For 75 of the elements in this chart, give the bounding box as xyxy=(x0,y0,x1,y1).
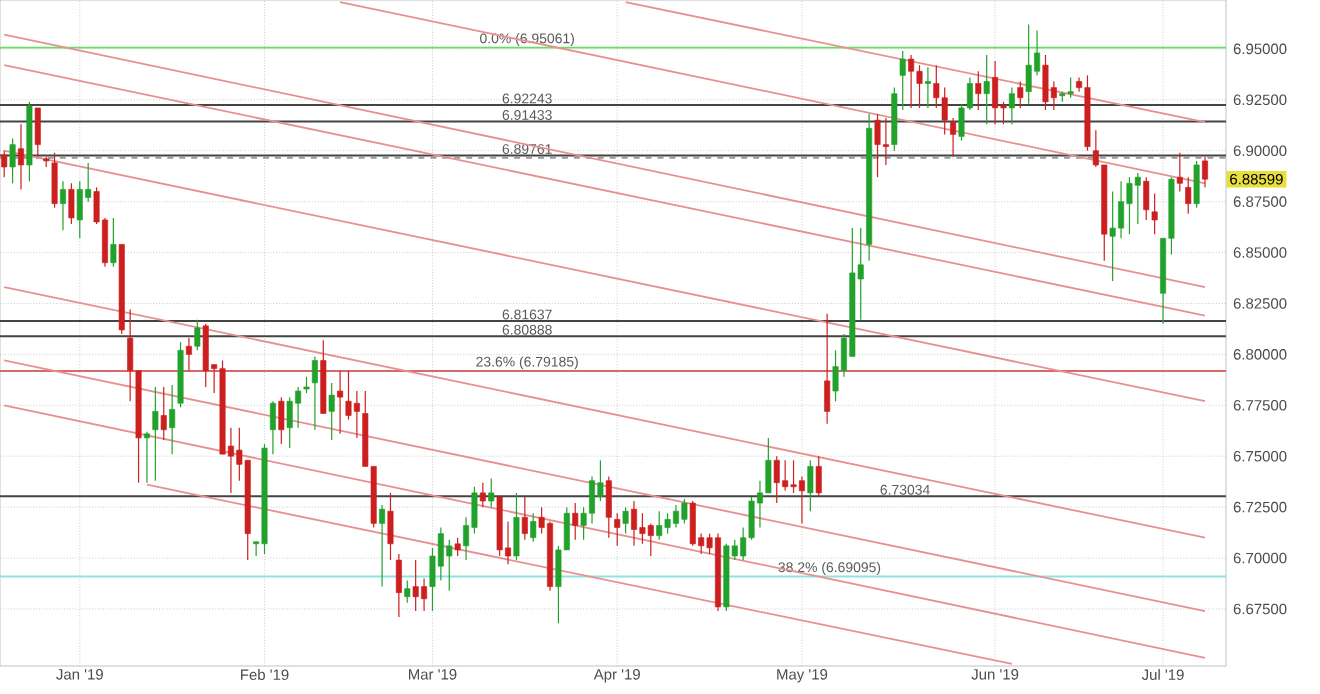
candlestick xyxy=(807,459,814,512)
candlestick xyxy=(488,478,495,508)
candlestick xyxy=(1017,80,1024,109)
candlestick xyxy=(975,70,982,111)
candlestick xyxy=(530,512,537,543)
candlestick xyxy=(202,323,209,388)
candlestick xyxy=(59,180,66,231)
candlestick xyxy=(395,553,402,618)
candlestick xyxy=(874,113,881,178)
candlestick xyxy=(664,512,671,535)
candlestick xyxy=(1067,76,1074,99)
candlestick xyxy=(328,382,335,441)
candlestick xyxy=(622,506,629,535)
candlestick xyxy=(1134,172,1141,225)
candlestick xyxy=(908,54,915,109)
candlestick xyxy=(950,117,957,158)
candlestick xyxy=(521,496,528,541)
candlestick xyxy=(387,492,394,561)
candlestick xyxy=(656,510,663,541)
candlestick xyxy=(353,390,360,439)
candlestick xyxy=(572,502,579,541)
candlestick xyxy=(824,313,831,425)
candlestick xyxy=(311,355,318,431)
candlestick xyxy=(160,386,167,441)
candlestick xyxy=(639,512,646,545)
candlestick xyxy=(924,66,931,109)
candlestick xyxy=(798,475,805,525)
candlestick xyxy=(169,384,176,455)
candlestick xyxy=(278,396,285,445)
candlestick xyxy=(513,492,520,561)
candlestick xyxy=(404,579,411,604)
candlestick xyxy=(1025,23,1032,105)
candlestick xyxy=(1109,190,1116,282)
candlestick xyxy=(790,459,797,494)
candlestick xyxy=(1193,160,1200,209)
candlestick xyxy=(1126,176,1133,235)
candlestick xyxy=(446,539,453,592)
candlestick xyxy=(614,512,621,547)
candlestick xyxy=(1176,152,1183,193)
candlestick xyxy=(916,64,923,109)
candlestick xyxy=(1042,54,1049,111)
candlestick xyxy=(68,182,75,225)
candlestick xyxy=(185,337,192,372)
candlestick xyxy=(286,396,293,449)
candlestick xyxy=(110,217,117,268)
candlestick xyxy=(1185,176,1192,215)
candlestick xyxy=(647,522,654,557)
candlestick xyxy=(899,50,906,111)
candlestick xyxy=(1202,156,1208,188)
candlestick xyxy=(815,455,822,498)
candlestick xyxy=(345,370,352,421)
candlestick xyxy=(882,117,889,166)
candlestick xyxy=(34,107,41,158)
candlestick xyxy=(9,137,16,184)
candlestick xyxy=(152,386,159,482)
candlestick xyxy=(412,559,419,612)
candlestick xyxy=(454,537,461,557)
candlestick xyxy=(992,60,999,125)
candlestick xyxy=(681,498,688,525)
candlestick xyxy=(773,455,780,504)
candlestick xyxy=(194,319,201,351)
candlestick xyxy=(1143,176,1150,221)
candlestick xyxy=(941,86,948,136)
candlestick xyxy=(18,123,24,191)
candlestick xyxy=(51,152,58,209)
candlestick xyxy=(379,504,386,588)
candlestick xyxy=(337,370,344,435)
candlestick xyxy=(1,150,8,178)
candlestick xyxy=(143,431,150,484)
candlestick xyxy=(983,54,990,125)
candlestick xyxy=(479,482,486,508)
candlestick xyxy=(269,400,276,455)
candlestick xyxy=(605,475,612,539)
candlestick xyxy=(1151,192,1158,235)
candlestick xyxy=(1008,86,1015,125)
